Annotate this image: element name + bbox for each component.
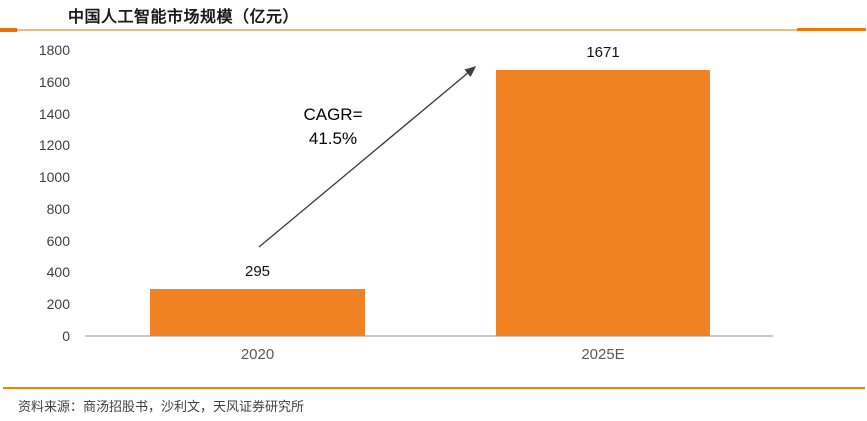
bar-value-label: 1671 (586, 44, 620, 62)
footer-rule (3, 387, 865, 389)
bar-value-label: 295 (244, 263, 271, 281)
source-note: 资料来源：商汤招股书，沙利文，天风证券研究所 (18, 399, 305, 414)
y-axis-tick-label: 1000 (38, 169, 70, 186)
header-rule-left-cap (0, 28, 17, 32)
header-rule-right-cap (797, 28, 866, 31)
cagr-annotation-line1: CAGR= (303, 105, 363, 124)
y-axis-tick-label: 1600 (38, 73, 70, 90)
y-axis-tick-label: 0 (62, 328, 70, 344)
header-rule-line (17, 29, 797, 31)
bar-2020 (150, 289, 365, 336)
y-axis-tick-label: 1200 (38, 137, 70, 154)
x-axis-category-label: 2025E (581, 346, 625, 363)
x-axis-line (85, 335, 773, 337)
y-axis-tick-label: 1400 (38, 105, 70, 122)
chart-title: 中国人工智能市场规模（亿元） (68, 9, 300, 26)
y-axis-tick-label: 1800 (38, 42, 70, 58)
bar-2025e (496, 70, 710, 336)
y-axis-tick-label: 600 (46, 232, 70, 249)
y-axis-tick-label: 800 (46, 200, 70, 217)
x-axis-category-label: 2020 (240, 346, 275, 363)
cagr-annotation-line2: 41.5% (308, 129, 358, 148)
y-axis-tick-label: 400 (46, 264, 70, 281)
cagr-annotation: CAGR= 41.5% (285, 103, 381, 151)
y-axis-tick-label: 200 (46, 296, 70, 313)
